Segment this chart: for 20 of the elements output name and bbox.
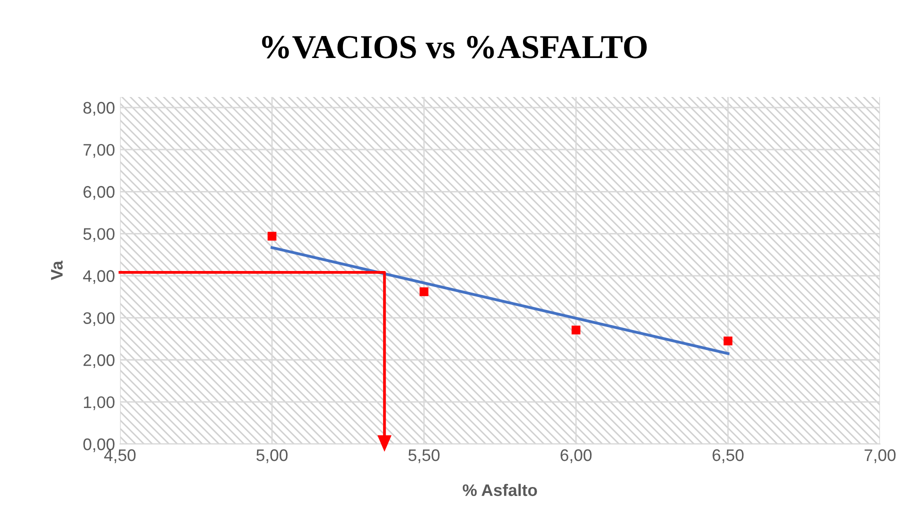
x-axis-title: % Asfalto: [462, 484, 538, 496]
x-tick-label: 5,50: [408, 449, 440, 464]
y-tick-label: 1,00: [84, 396, 114, 410]
x-tick-label: 5,00: [256, 449, 288, 464]
y-axis-title: Va: [51, 260, 63, 280]
y-tick-label: 3,00: [83, 312, 114, 326]
point: [572, 326, 580, 334]
y-tick-label: 6,00: [84, 186, 114, 200]
y-tick-label: 5,00: [83, 228, 114, 242]
x-tick-label: 6,50: [712, 449, 744, 464]
point: [420, 287, 428, 296]
y-tick-label: 4,00: [83, 270, 114, 284]
y-tick-label: 8,00: [83, 102, 114, 116]
chart-title: %VACIOS vs %ASFALTO: [262, 36, 647, 59]
x-tick-label: 6,00: [560, 449, 592, 464]
point: [268, 232, 276, 241]
y-tick-label: 7,00: [84, 144, 114, 158]
x-tick-label: 7,00: [864, 449, 896, 464]
y-tick-label: 2,00: [84, 354, 114, 368]
point: [724, 336, 732, 346]
